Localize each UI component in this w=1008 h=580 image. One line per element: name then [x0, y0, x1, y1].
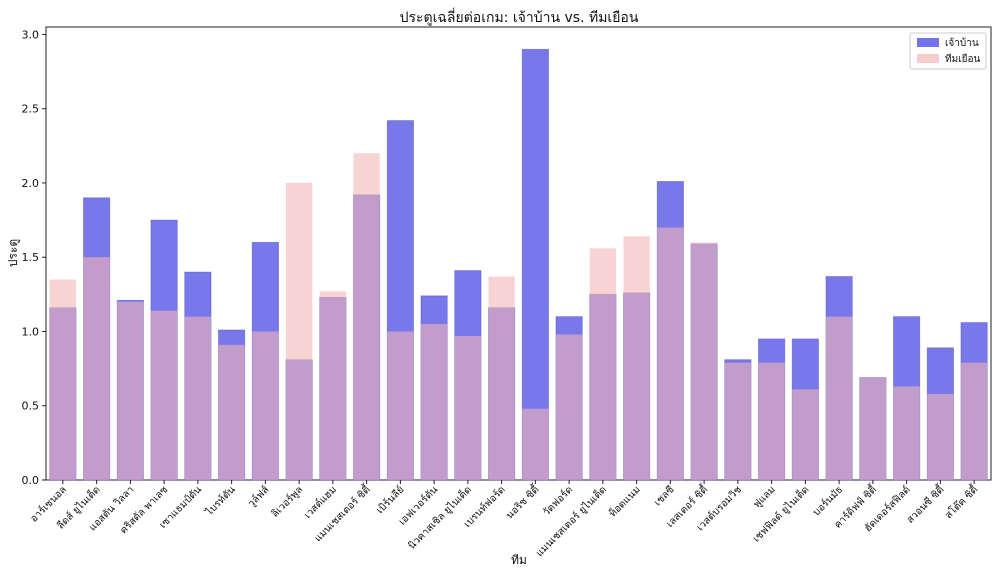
x-tick-label: เชฟฟิลด์ ยูไนเต็ด	[749, 482, 811, 544]
legend-swatch-away	[917, 54, 939, 63]
chart-title: ประตูเฉลี่ยต่อเกม: เจ้าบ้าน vs. ทีมเยือน	[400, 8, 639, 26]
x-tick-label: บอร์นมัธ	[810, 484, 845, 519]
bar-away	[555, 334, 583, 480]
y-tick-label: 2.5	[22, 103, 40, 116]
bar-away	[150, 310, 178, 480]
y-tick-label: 1.5	[22, 251, 40, 264]
plot-frame	[45, 26, 992, 481]
bar-away	[825, 316, 853, 480]
x-tick-label: ลิเวอร์พูล	[269, 484, 305, 520]
bar-away	[319, 291, 347, 480]
bar-away	[522, 408, 549, 480]
bar-away	[252, 331, 279, 480]
x-tick-label: นอริช ซิตี้	[502, 481, 542, 521]
bar-away	[758, 362, 785, 480]
bar-away	[353, 153, 380, 480]
bar-away	[184, 316, 212, 480]
bar-away	[49, 279, 77, 480]
bar-away	[657, 227, 684, 480]
legend-label-away: ทีมเยือน	[945, 53, 980, 65]
x-tick-label: เบิร์นลีย์	[374, 484, 407, 517]
bar-away	[690, 242, 718, 480]
x-tick-label: สโต๊ค ซิตี้	[941, 481, 981, 521]
x-axis-label: ทีม	[511, 553, 527, 567]
bar-away	[387, 331, 414, 480]
bar-away	[589, 248, 617, 480]
x-tick-label: เชลซี	[652, 483, 677, 508]
axes-layer	[45, 26, 992, 481]
x-tick-label: สวอนซี ซิตี้	[903, 481, 947, 525]
x-tick-label: วูล์ฟส์	[245, 484, 271, 510]
bar-away	[960, 362, 988, 480]
y-tick-label: 0.5	[22, 400, 40, 413]
bar-away	[218, 344, 245, 480]
legend: เจ้าบ้าน ทีมเยือน	[909, 32, 987, 70]
legend-label-home: เจ้าบ้าน	[945, 37, 979, 49]
legend-swatch-home	[917, 38, 939, 47]
y-tick-label: 0.0	[22, 474, 40, 487]
bar-away	[893, 386, 920, 480]
bar-away	[117, 301, 144, 480]
bar-away	[724, 362, 752, 480]
bars-layer	[49, 48, 988, 481]
x-tick-label: ไบรท์ตัน	[203, 484, 238, 519]
bar-away	[623, 236, 650, 480]
y-tick-label: 3.0	[22, 28, 40, 41]
bar-away	[488, 276, 515, 480]
y-tick-label: 2.0	[22, 177, 40, 190]
x-tick-label: วัตฟอร์ด	[541, 484, 576, 519]
y-tick-label: 1.0	[22, 325, 40, 338]
x-tick-label: ท็อตแนม	[605, 482, 642, 519]
bar-away	[927, 393, 954, 480]
bar-home	[521, 48, 549, 481]
x-tick-label: ฟูแลม	[751, 484, 777, 510]
bar-away	[792, 389, 819, 480]
bar-away	[83, 257, 110, 480]
bar-away	[285, 182, 313, 481]
y-axis-label: ประตู	[6, 239, 21, 267]
bar-away	[420, 324, 448, 480]
x-tick-label: แมนเชสเตอร์ ซิตี้	[311, 481, 374, 544]
bar-away	[859, 377, 887, 480]
bar-away	[454, 335, 482, 480]
